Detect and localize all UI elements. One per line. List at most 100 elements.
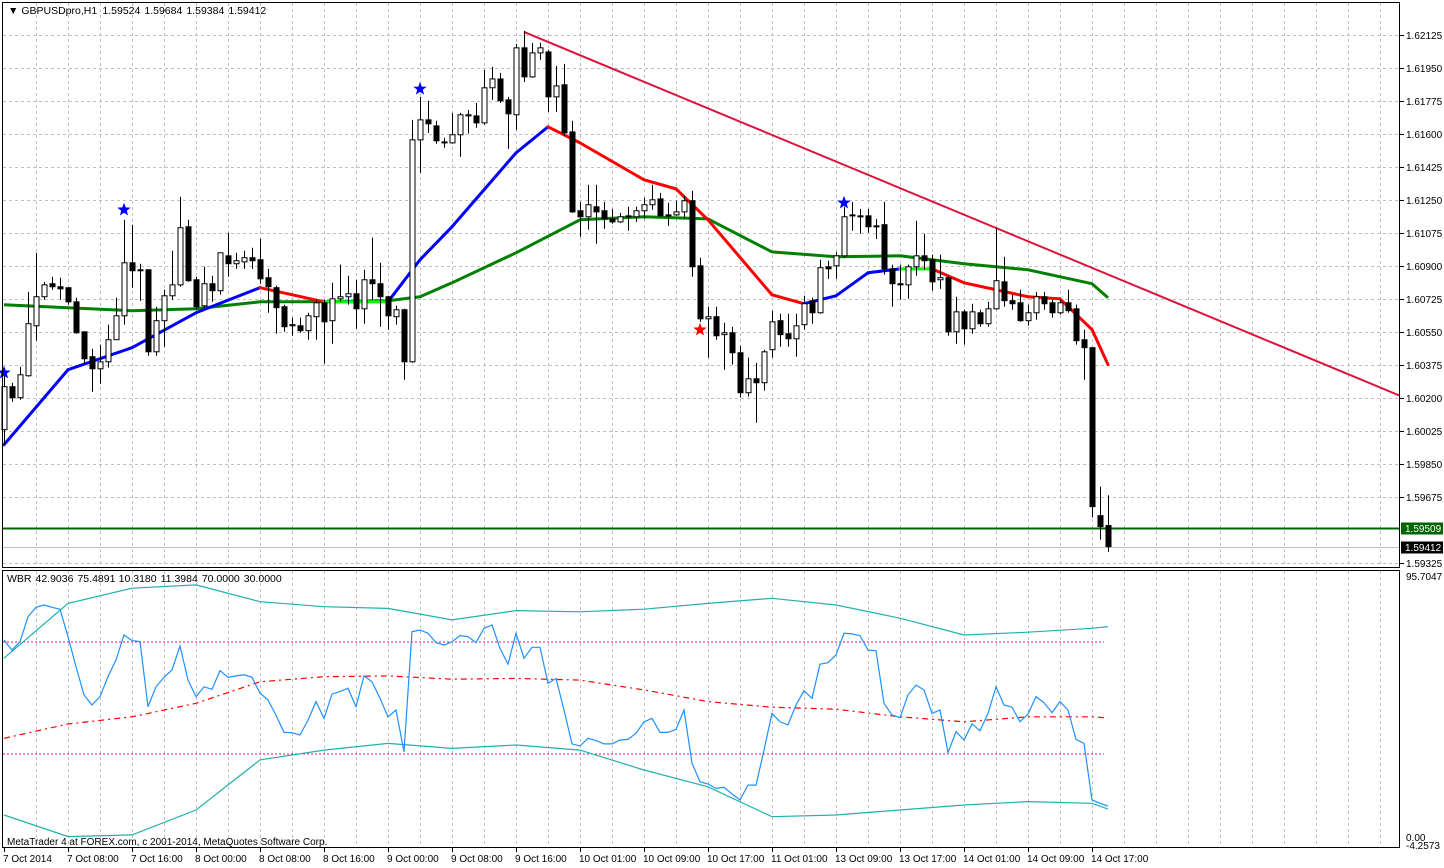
candle-body — [105, 339, 112, 363]
candle-body — [993, 280, 1000, 310]
fast-moving-average-segment — [642, 178, 678, 191]
bearish-candle — [321, 299, 328, 364]
bullish-candle — [449, 112, 456, 144]
candle-body — [617, 216, 624, 223]
time-tick-label: 14 Oct 01:00 — [963, 854, 1021, 865]
bullish-candle — [953, 296, 960, 344]
bullish-candle — [681, 195, 688, 219]
candle-body — [265, 277, 272, 288]
grid — [3, 3, 1400, 847]
candle-body — [577, 210, 584, 218]
candle-body — [921, 255, 928, 262]
bearish-candle — [697, 257, 704, 322]
candle-body — [849, 214, 856, 217]
bullish-candle — [633, 206, 640, 222]
time-tick-label: 8 Oct 16:00 — [323, 854, 375, 865]
candle-body — [937, 277, 944, 281]
blue-star-icon — [117, 202, 131, 216]
bearish-candle — [353, 279, 360, 329]
bullish-candle — [705, 306, 712, 358]
candle-body — [137, 269, 144, 272]
bullish-candle — [465, 109, 472, 134]
bullish-candle — [649, 184, 656, 210]
candle-body — [641, 204, 648, 212]
bearish-candle — [593, 184, 600, 244]
bearish-candle — [977, 309, 984, 327]
bullish-candle — [177, 196, 184, 287]
candle-body — [241, 257, 248, 263]
candle-body — [657, 198, 664, 217]
bullish-candle — [537, 42, 544, 60]
bid-price-label-box — [1401, 541, 1443, 554]
bearish-candle — [849, 201, 856, 231]
blue-star-icon — [837, 195, 851, 209]
bearish-candle — [129, 224, 136, 288]
bearish-candle — [1073, 304, 1080, 345]
candle-body — [777, 320, 784, 336]
axes: 1.62125 1.61950 1.61775 1.61600 1.61425 1.612… — [3, 31, 1443, 865]
candle-body — [689, 200, 696, 268]
bullish-candle — [489, 66, 496, 100]
candle-body — [457, 114, 464, 136]
bearish-candle — [385, 295, 392, 330]
bearish-candle — [857, 208, 864, 234]
candle-body — [721, 332, 728, 336]
bearish-candle — [473, 102, 480, 128]
bearish-candle — [569, 120, 576, 213]
wbr-middle-line — [3, 675, 1109, 739]
time-tick-label: 10 Oct 17:00 — [707, 854, 765, 865]
candle-body — [785, 333, 792, 340]
bullish-candle — [169, 250, 176, 300]
candle-body — [73, 301, 80, 334]
candle-body — [1025, 312, 1032, 322]
bearish-candle — [625, 206, 632, 231]
candle-body — [497, 78, 504, 102]
candle-body — [377, 283, 384, 298]
candle-body — [649, 199, 656, 206]
candle-body — [673, 211, 680, 216]
candle-body — [521, 47, 528, 78]
candle-body — [9, 386, 16, 399]
bullish-candle — [41, 281, 48, 300]
candle-body — [705, 316, 712, 320]
bearish-candle — [89, 348, 96, 392]
price-tick-label: 1.60200 — [1406, 394, 1443, 405]
wbr-indicator-panel[interactable] — [3, 584, 1109, 838]
bearish-candle — [289, 317, 296, 336]
bullish-candle — [329, 282, 336, 344]
fast-moving-average-segment — [962, 281, 998, 292]
indicator-header: WBR 42.9036 75.4891 10.3180 11.3984 70.0000 30… — [7, 573, 282, 585]
candle-body — [881, 224, 888, 270]
candle-body — [113, 315, 120, 341]
bullish-candle — [201, 266, 208, 309]
bearish-candle — [137, 263, 144, 301]
candle-body — [401, 309, 408, 363]
bullish-candle — [673, 200, 680, 216]
fast-moving-average-segment — [514, 125, 550, 155]
candle-body — [713, 316, 720, 337]
bearish-candle — [1097, 486, 1104, 540]
price-tick-label: 1.61600 — [1406, 130, 1443, 141]
candle-body — [1033, 296, 1040, 314]
candle-body — [793, 325, 800, 340]
wbr-main-line — [3, 604, 1109, 807]
candle-body — [897, 283, 904, 286]
main-price-panel[interactable] — [0, 30, 1401, 552]
bullish-candle — [745, 357, 752, 397]
candle-body — [121, 262, 128, 317]
bullish-candle — [105, 324, 112, 368]
candle-body — [1009, 300, 1016, 305]
candle-body — [1017, 302, 1024, 322]
bullish-candle — [113, 297, 120, 341]
collapse-triangle-icon[interactable]: ▼ — [8, 5, 21, 17]
candle-body — [985, 308, 992, 325]
candle-body — [809, 300, 816, 314]
bearish-candle — [145, 269, 152, 356]
price-tick-label: 1.61425 — [1406, 163, 1443, 174]
bearish-candle — [57, 277, 64, 300]
bullish-candle — [585, 184, 592, 230]
candle-body — [481, 87, 488, 124]
candle-body — [201, 283, 208, 307]
bullish-candle — [121, 219, 128, 325]
